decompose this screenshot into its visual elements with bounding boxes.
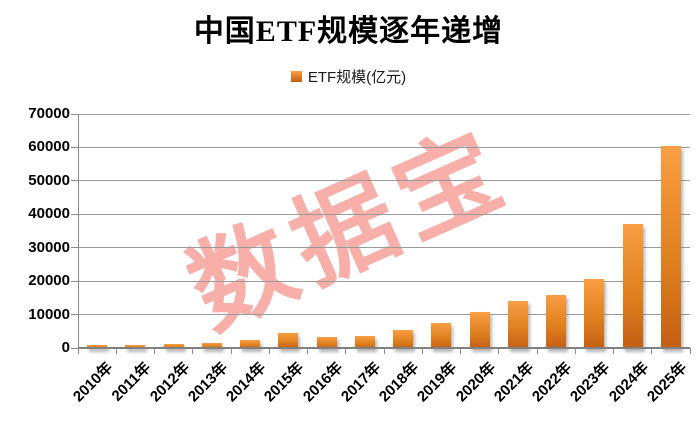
bar <box>393 329 414 349</box>
y-axis-tick <box>71 180 78 182</box>
x-tick-label: 2010年 <box>70 359 117 406</box>
x-axis-tick <box>268 348 270 354</box>
y-tick-label: 20000 <box>28 272 70 290</box>
x-axis-tick <box>383 348 385 354</box>
y-tick-label: 50000 <box>28 171 70 189</box>
bar <box>622 224 643 349</box>
gridline <box>78 280 690 282</box>
x-axis-tick <box>307 348 308 354</box>
y-axis-tick <box>71 247 78 249</box>
bar <box>584 279 605 349</box>
x-axis-tick <box>192 348 194 354</box>
x-axis-tick <box>77 348 79 354</box>
bar <box>507 301 528 349</box>
gridline <box>78 113 690 115</box>
x-axis-tick <box>498 348 500 354</box>
y-tick-label: 60000 <box>28 138 70 156</box>
bar <box>163 343 184 349</box>
y-tick-label: 30000 <box>28 238 70 256</box>
bar <box>431 322 452 349</box>
x-axis-tick <box>689 348 691 354</box>
gridline <box>78 180 690 182</box>
x-tick-label: 2021年 <box>490 359 538 406</box>
x-axis-tick <box>115 348 117 354</box>
x-axis-tick <box>651 348 653 354</box>
x-tick-label: 2017年 <box>337 359 385 406</box>
x-axis-line <box>78 347 690 349</box>
x-tick-label: 2012年 <box>146 359 193 406</box>
x-tick-label: 2023年 <box>567 359 614 406</box>
x-axis-tick <box>536 348 538 354</box>
x-axis-tick <box>230 348 232 354</box>
x-axis-tick <box>574 348 576 354</box>
legend-swatch-icon <box>290 70 302 82</box>
y-axis-tick <box>71 280 78 282</box>
y-axis-tick <box>71 146 78 148</box>
x-axis-tick <box>613 348 614 354</box>
x-tick-label: 2015年 <box>261 359 308 406</box>
bar <box>278 332 299 349</box>
x-tick-label: 2011年 <box>108 359 155 405</box>
x-tick-label: 2020年 <box>452 359 499 406</box>
bar <box>469 311 490 349</box>
bar <box>240 340 261 349</box>
bar <box>201 342 222 349</box>
x-tick-label: 2014年 <box>223 359 270 406</box>
x-tick-label: 2025年 <box>643 359 691 406</box>
y-tick-label: 10000 <box>28 305 70 323</box>
y-tick-label: 40000 <box>28 205 70 223</box>
x-tick-label: 2013年 <box>184 359 232 406</box>
x-tick-label: 2022年 <box>529 359 576 406</box>
gridline <box>78 213 690 215</box>
x-tick-label: 2016年 <box>299 359 346 406</box>
x-tick-label: 2024年 <box>605 359 652 406</box>
y-axis-tick <box>71 113 78 115</box>
chart-title: 中国ETF规模逐年递增 <box>193 15 504 48</box>
legend: ETF规模(亿元) <box>0 67 697 86</box>
y-axis-tick <box>71 213 78 215</box>
gridline <box>78 146 690 148</box>
y-tick-label: 70000 <box>28 105 70 122</box>
x-axis-tick <box>345 348 347 354</box>
bar <box>546 294 567 349</box>
gridline <box>78 314 690 316</box>
bar <box>354 336 375 349</box>
legend-label: ETF规模(亿元) <box>307 68 407 86</box>
x-tick-label: 2018年 <box>376 359 423 406</box>
bar <box>316 336 337 349</box>
gridline <box>78 247 690 249</box>
y-axis-tick <box>71 314 78 316</box>
y-axis-line <box>77 114 79 354</box>
x-axis-tick <box>421 348 423 354</box>
bar <box>660 145 681 349</box>
y-axis-tick <box>71 347 78 349</box>
x-axis-tick <box>154 348 155 354</box>
x-tick-label: 2019年 <box>414 359 461 406</box>
y-tick-label: 0 <box>61 339 70 356</box>
x-axis-tick <box>460 348 461 354</box>
